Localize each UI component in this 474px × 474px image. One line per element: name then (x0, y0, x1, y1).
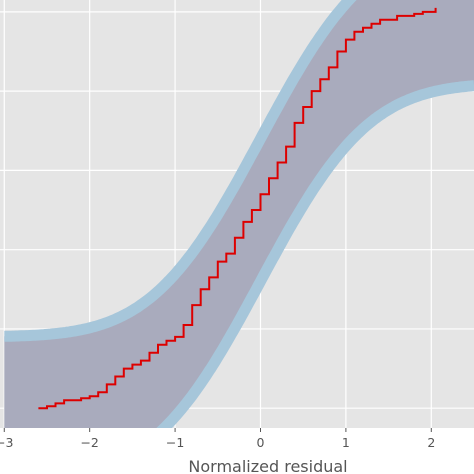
band-lower-edge (156, 80, 474, 428)
x-axis-label: Normalized residual (188, 457, 347, 474)
x-tick-label: 1 (342, 435, 350, 450)
x-tick-label: 2 (427, 435, 435, 450)
band-group (0, 0, 474, 428)
x-tick-label: 0 (257, 435, 265, 450)
ecdf-step-line (38, 7, 437, 410)
x-axis-ticks: −3 −2 −1 0 1 2 (0, 428, 435, 450)
x-tick-label: −2 (80, 435, 98, 450)
x-tick-label: −1 (166, 435, 184, 450)
x-tick-label: −3 (0, 435, 13, 450)
band-upper-edge (0, 0, 357, 342)
